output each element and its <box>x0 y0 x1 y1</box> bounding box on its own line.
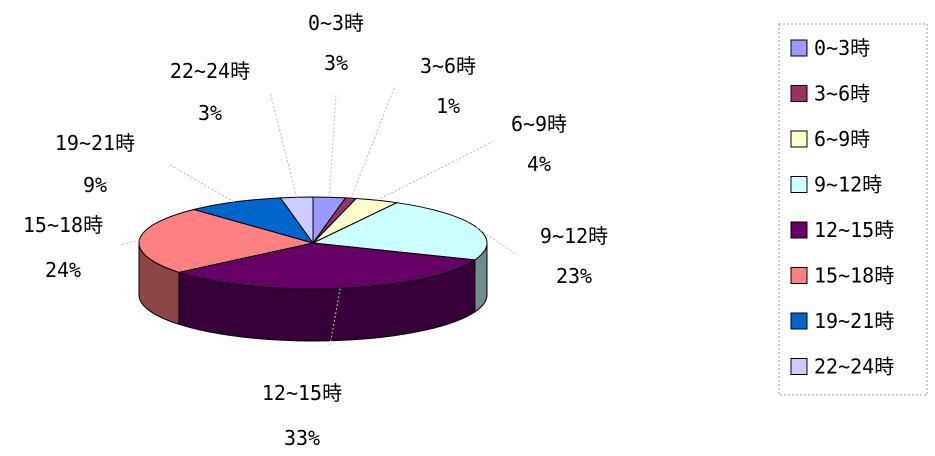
leader-line-1 <box>350 85 396 199</box>
legend-label-1: 3~6時 <box>814 82 870 106</box>
legend-swatch-2 <box>790 130 808 148</box>
legend-swatch-4 <box>790 221 808 239</box>
pie-side-layer <box>138 242 488 342</box>
leader-line-5 <box>119 239 140 246</box>
legend-swatch-6 <box>790 312 808 330</box>
slice-label-0: 0~3時 <box>308 11 364 35</box>
pie-top-layer <box>138 196 488 290</box>
legend-box <box>778 23 928 396</box>
slice-label-4: 12~15時 <box>262 381 342 405</box>
slice-percent-0: 3% <box>324 51 348 75</box>
pie-slice-4 <box>177 242 477 290</box>
leader-lines <box>119 85 518 346</box>
slice-label-3: 9~12時 <box>540 224 608 248</box>
slice-percent-2: 4% <box>527 152 551 176</box>
pie-slice-3 <box>311 202 488 261</box>
legend-label-3: 9~12時 <box>814 173 882 197</box>
leader-line-0 <box>328 93 337 198</box>
leader-line-4 <box>329 288 341 346</box>
legend-swatch-0 <box>790 39 808 57</box>
legend-label-2: 6~9時 <box>814 127 870 151</box>
slice-labels: 0~3時 3% 3~6時 1% 6~9時 4% 9~12時 23% 12~15時 33% 15~18… <box>23 11 608 450</box>
legend-swatch-7 <box>790 358 808 375</box>
legend: 0~3時 3~6時 6~9時 9~12時 12~15時 15~18時 19~21時 22~24… <box>778 23 928 396</box>
slice-label-6: 19~21時 <box>55 131 135 155</box>
slice-label-5: 15~18時 <box>23 213 103 237</box>
slice-label-2: 6~9時 <box>511 112 567 136</box>
pie-slice-7 <box>279 196 314 245</box>
leader-line-3 <box>476 227 518 256</box>
legend-label-0: 0~3時 <box>814 36 870 60</box>
legend-swatch-3 <box>790 176 808 193</box>
pie-slice-6 <box>191 197 315 244</box>
slice-percent-4: 33% <box>284 426 320 450</box>
slice-percent-5: 24% <box>45 258 81 282</box>
legend-label-7: 22~24時 <box>814 355 894 379</box>
legend-label-6: 19~21時 <box>814 309 894 333</box>
slice-percent-6: 9% <box>83 173 107 197</box>
slice-percent-3: 23% <box>556 264 592 288</box>
slice-label-1: 3~6時 <box>420 54 476 78</box>
legend-label-4: 12~15時 <box>814 218 894 242</box>
slice-percent-7: 3% <box>198 101 222 125</box>
leader-line-7 <box>269 91 298 198</box>
legend-swatch-5 <box>790 267 808 284</box>
leader-line-6 <box>169 164 235 203</box>
slice-percent-1: 1% <box>436 94 460 118</box>
slice-label-7: 22~24時 <box>170 59 250 83</box>
legend-label-5: 15~18時 <box>814 264 894 288</box>
legend-swatch-1 <box>790 85 808 102</box>
leader-line-2 <box>376 141 493 201</box>
